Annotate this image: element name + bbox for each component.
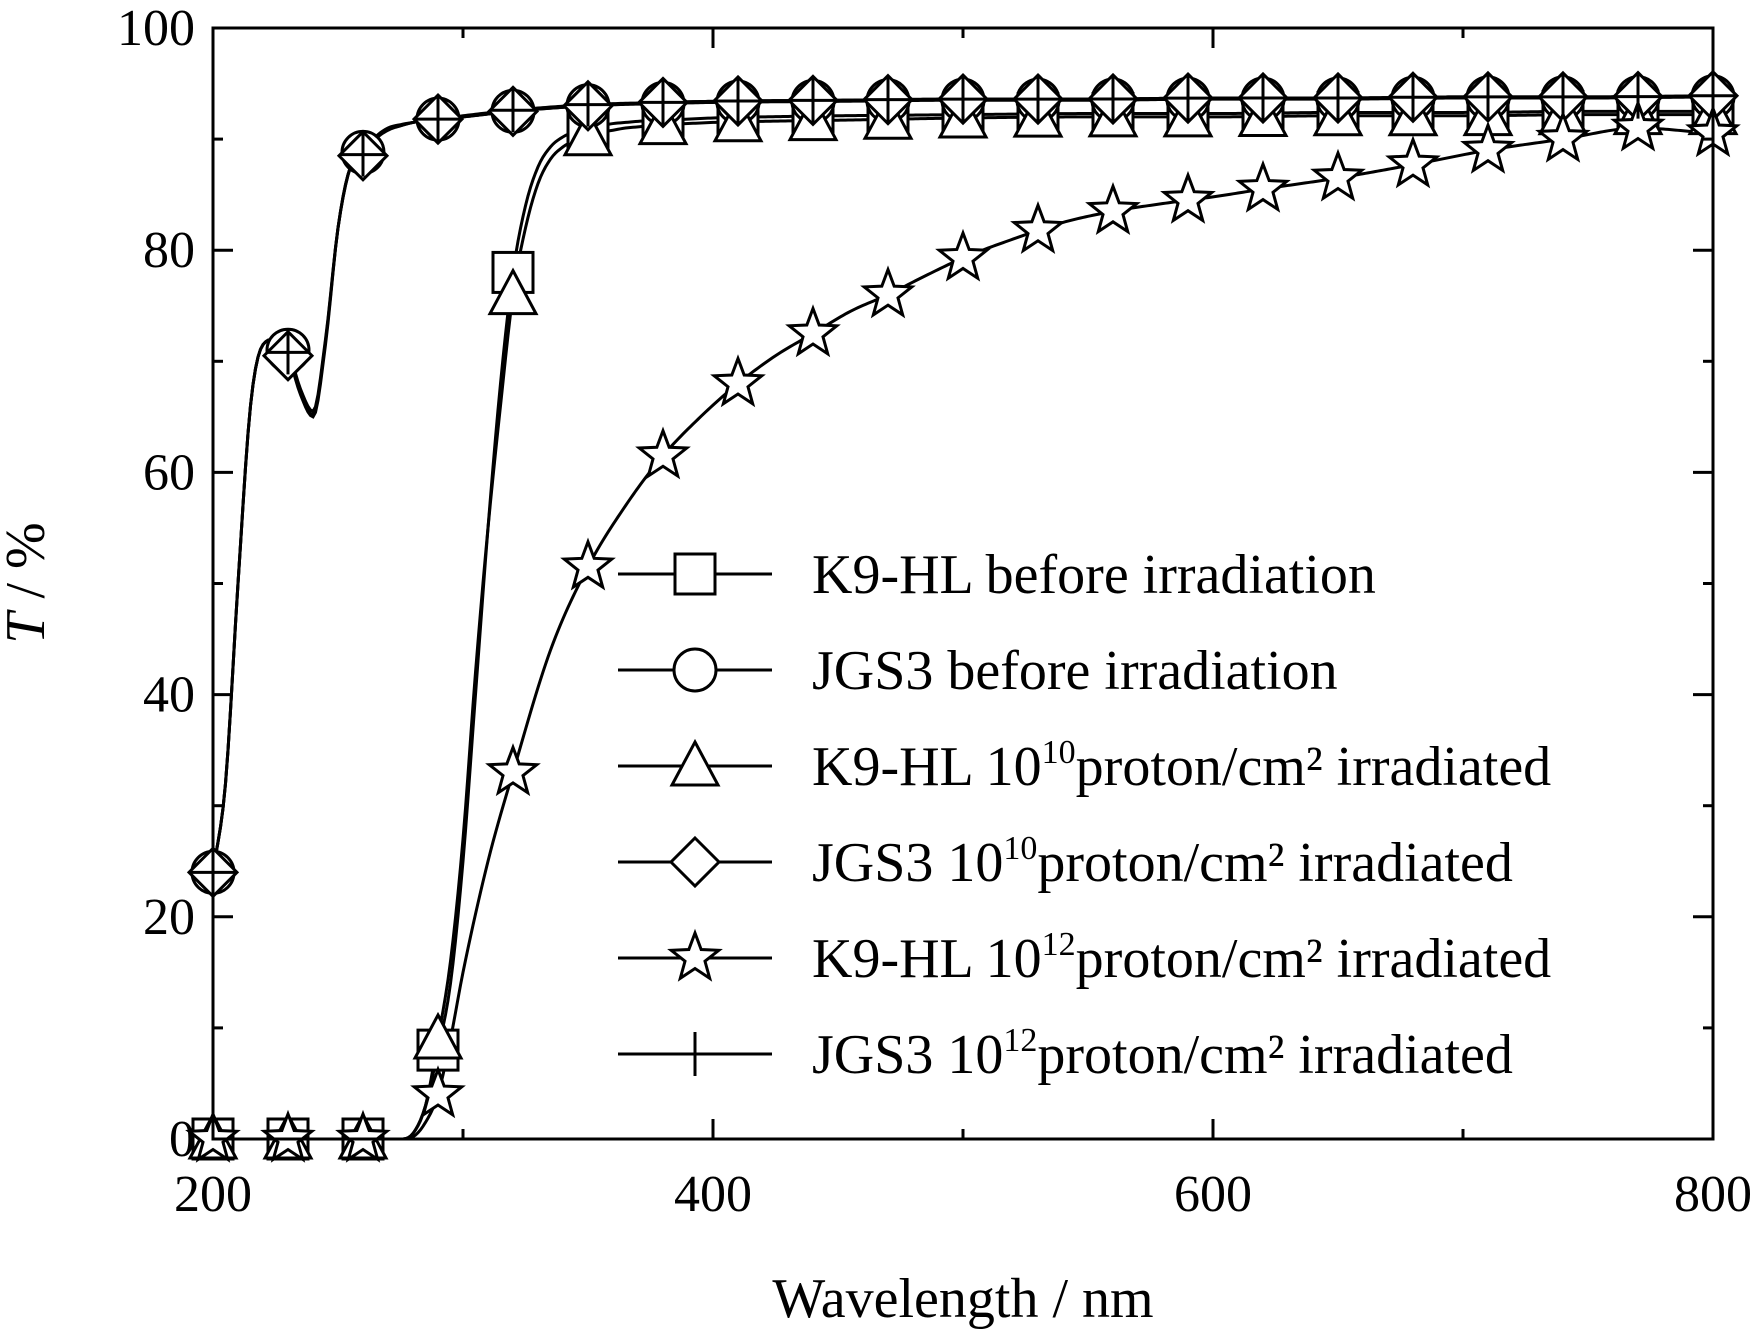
marker-jgs3_1e12-4: [491, 88, 535, 133]
marker-k9_1e12-3: [410, 1065, 466, 1119]
marker-k9_1e10-4: [487, 267, 539, 316]
marker-jgs3_1e12-11: [1016, 77, 1060, 122]
marker-jgs3_1e12-16: [1391, 75, 1435, 120]
marker-k9_1e12-17: [1460, 120, 1516, 174]
marker-jgs3_1e12-12: [1091, 76, 1135, 121]
x-tick-label: 200: [174, 1166, 252, 1223]
legend-marker-k9_1e12: [667, 928, 723, 982]
legend-label-main: JGS3 10: [812, 1024, 1003, 1086]
marker-jgs3_1e12-2: [341, 132, 385, 177]
axis-tick-labels: 200 400 600 800 0 20 40 60 80 100: [117, 0, 1752, 1223]
marker-k9_1e12-5: [560, 537, 616, 591]
marker-k9_1e12-13: [1160, 170, 1216, 224]
legend-marker-jgs3_1e10: [668, 835, 722, 889]
legend-label-k9_1e12: K9-HL 1012proton/cm² irradiated: [812, 926, 1551, 990]
legend-label-exponent: 10: [1042, 734, 1076, 771]
y-tick-label: 60: [143, 444, 195, 501]
y-axis-title-symbol: T: [0, 609, 57, 644]
marker-jgs3_1e12-19: [1616, 74, 1660, 119]
marker-jgs3_1e12-17: [1466, 74, 1510, 119]
legend-label-jgs3_1e12: JGS3 1012proton/cm² irradiated: [812, 1022, 1513, 1086]
x-tick-label: 800: [1674, 1166, 1752, 1223]
marker-k9_1e12-6: [635, 426, 691, 480]
y-tick-label: 40: [143, 667, 195, 724]
y-tick-label: 20: [143, 889, 195, 946]
marker-k9_1e12-9: [860, 265, 916, 319]
marker-k9_1e12-4: [485, 743, 541, 797]
marker-jgs3_1e12-7: [716, 78, 760, 123]
y-axis-title: T / %: [0, 522, 57, 643]
marker-k9_1e12-11: [1010, 200, 1066, 254]
marker-jgs3_1e12-9: [866, 77, 910, 122]
legend-label-main: JGS3 10: [812, 832, 1003, 894]
marker-jgs3_1e12-5: [566, 82, 610, 127]
legend-label-unit: proton/cm² irradiated: [1076, 928, 1552, 990]
marker-k9_1e12-2: [335, 1109, 391, 1163]
series-markers: [185, 69, 1741, 1163]
legend-label-k9_before: K9-HL before irradiation: [812, 544, 1376, 606]
marker-k9_1e12-8: [785, 304, 841, 358]
marker-jgs3_1e12-6: [641, 80, 685, 125]
legend-label-jgs3_before: JGS3 before irradiation: [812, 640, 1338, 702]
marker-k9_1e12-18: [1535, 109, 1591, 163]
legend: K9-HL before irradiation JGS3 before irra…: [618, 544, 1551, 1086]
marker-k9_1e12-10: [935, 228, 991, 282]
marker-k9_1e12-7: [710, 354, 766, 408]
marker-jgs3_1e12-18: [1541, 74, 1585, 119]
legend-label-main: JGS3 before irradiation: [812, 640, 1338, 702]
marker-jgs3_1e12-15: [1316, 75, 1360, 120]
legend-label-exponent: 12: [1003, 1022, 1037, 1059]
marker-k9_1e10-5: [562, 108, 614, 157]
legend-marker-k9_before: [673, 552, 717, 596]
legend-label-exponent: 12: [1042, 926, 1076, 963]
y-tick-label: 0: [169, 1111, 195, 1168]
x-tick-label: 400: [674, 1166, 752, 1223]
marker-k9_1e12-15: [1310, 148, 1366, 202]
marker-jgs3_1e12-14: [1241, 75, 1285, 120]
marker-jgs3_1e12-1: [266, 330, 310, 375]
marker-k9_1e12-14: [1235, 159, 1291, 213]
legend-label-unit: proton/cm² irradiated: [1076, 736, 1552, 798]
marker-k9_1e12-12: [1085, 182, 1141, 236]
legend-label-main: K9-HL before irradiation: [812, 544, 1376, 606]
marker-k9_1e12-19: [1610, 98, 1666, 152]
x-tick-label: 600: [1174, 1166, 1252, 1223]
axis-ticks: [211, 26, 1715, 1141]
legend-label-k9_1e10: K9-HL 1010proton/cm² irradiated: [812, 734, 1551, 798]
legend-marker-jgs3_before: [672, 647, 718, 693]
legend-label-unit: proton/cm² irradiated: [1037, 1024, 1513, 1086]
x-axis-title: Wavelength / nm: [772, 1268, 1153, 1330]
legend-label-unit: proton/cm² irradiated: [1037, 832, 1513, 894]
marker-k9_1e12-16: [1385, 135, 1441, 189]
marker-k9_1e10-3: [412, 1011, 464, 1060]
legend-label-main: K9-HL 10: [812, 928, 1042, 990]
marker-k9_1e12-1: [260, 1109, 316, 1163]
legend-label-main: K9-HL 10: [812, 736, 1042, 798]
legend-marker-jgs3_1e12: [673, 1032, 717, 1076]
y-axis-title-unit: / %: [0, 522, 57, 612]
y-tick-label: 100: [117, 0, 195, 57]
marker-jgs3_1e12-3: [416, 97, 460, 142]
marker-jgs3_1e12-13: [1166, 76, 1210, 121]
y-tick-label: 80: [143, 222, 195, 279]
legend-label-jgs3_1e10: JGS3 1010proton/cm² irradiated: [812, 830, 1513, 894]
marker-jgs3_1e12-8: [791, 78, 835, 123]
legend-label-exponent: 10: [1003, 830, 1037, 867]
legend-marker-k9_1e10: [669, 738, 721, 787]
marker-jgs3_1e12-10: [941, 77, 985, 122]
